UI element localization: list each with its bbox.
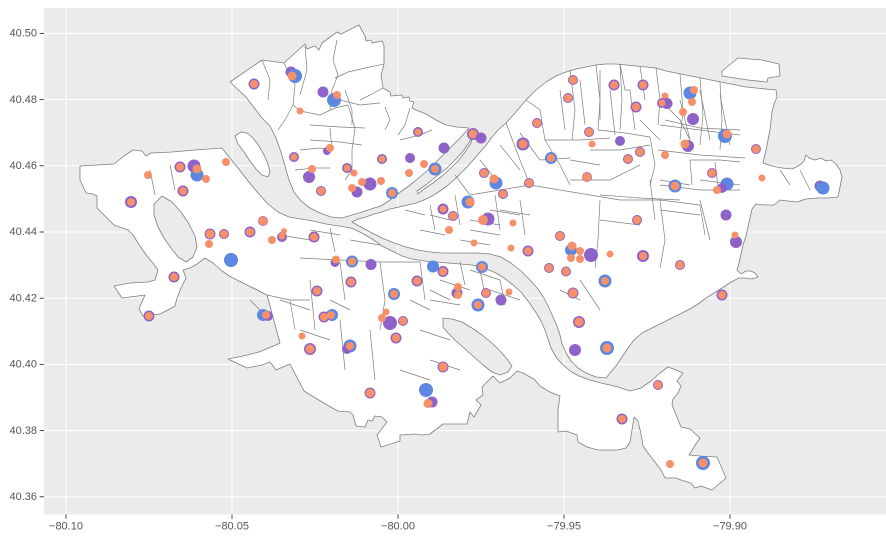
svg-text:40.48: 40.48	[9, 94, 37, 106]
svg-text:−79.95: −79.95	[547, 521, 581, 533]
svg-text:40.44: 40.44	[9, 226, 37, 238]
svg-text:−80.00: −80.00	[381, 521, 415, 533]
svg-text:40.50: 40.50	[9, 28, 37, 40]
svg-text:−80.10: −80.10	[49, 521, 83, 533]
svg-text:40.38: 40.38	[9, 425, 37, 437]
svg-text:−79.90: −79.90	[713, 521, 747, 533]
svg-text:40.42: 40.42	[9, 292, 37, 304]
svg-text:40.40: 40.40	[9, 359, 37, 371]
svg-text:−80.05: −80.05	[215, 521, 249, 533]
svg-text:40.46: 40.46	[9, 160, 37, 172]
svg-text:40.36: 40.36	[9, 491, 37, 503]
